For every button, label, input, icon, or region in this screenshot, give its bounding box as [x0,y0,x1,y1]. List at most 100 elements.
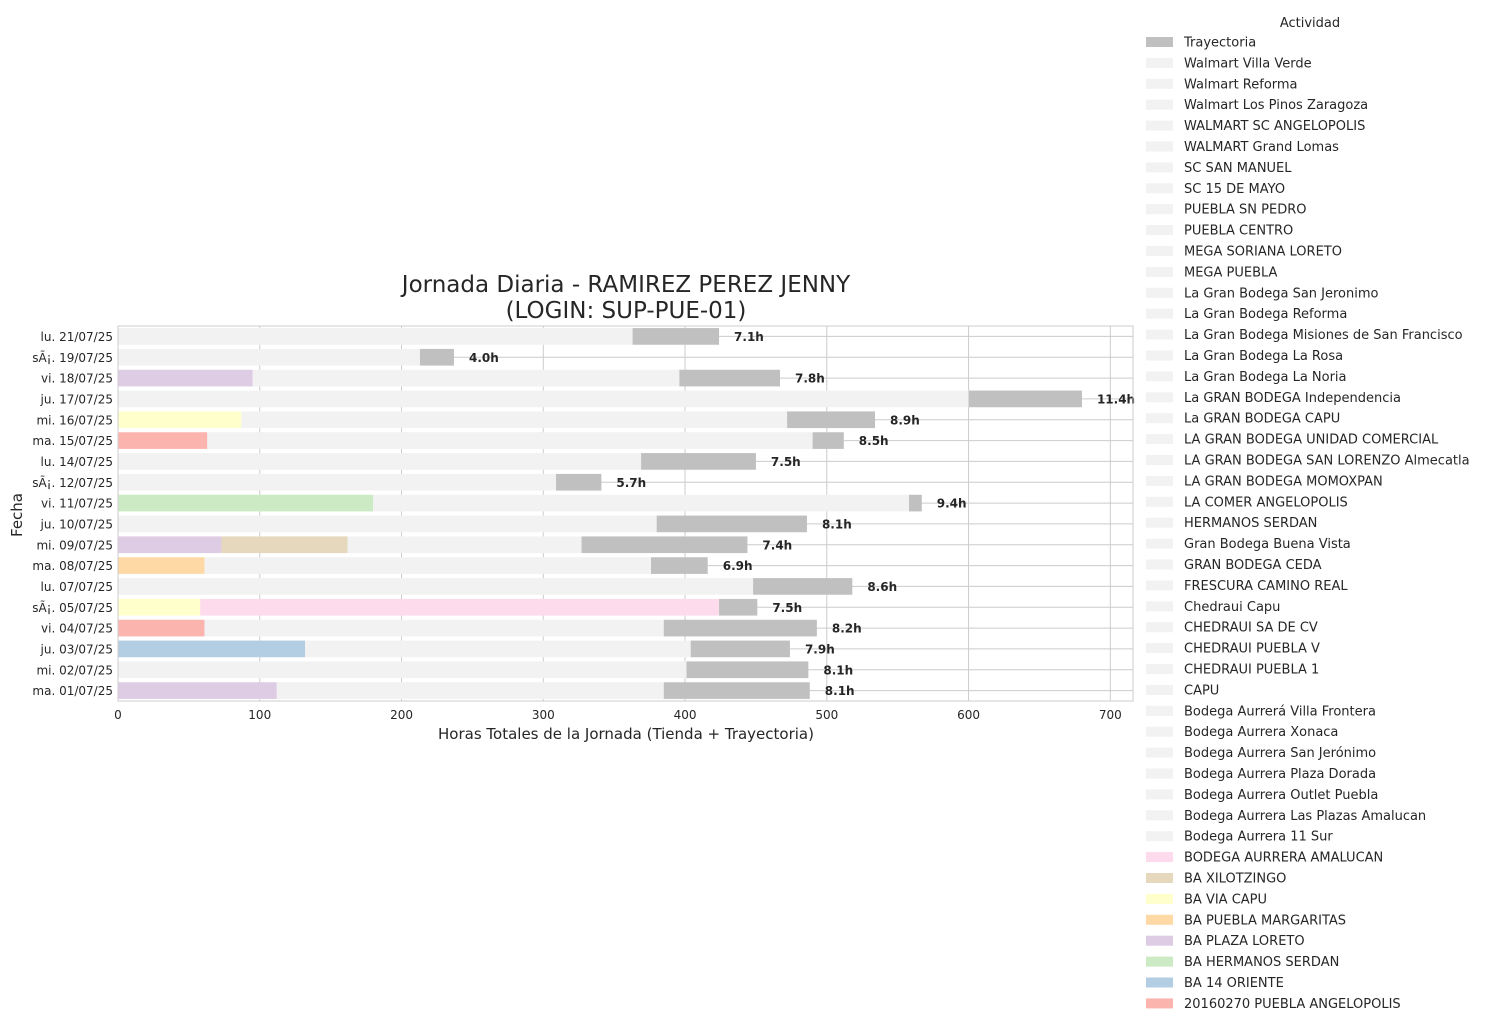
bar-segment [419,348,454,366]
bar-segment [118,328,633,345]
legend-entry: WALMART Grand Lomas [1184,140,1339,155]
y-tick-label: lu. 07/07/25 [41,580,113,594]
y-tick-label: mi. 09/07/25 [36,538,113,552]
bar-total-label: 7.9h [805,642,835,656]
y-tick-label: ju. 10/07/25 [40,517,113,531]
bar-segment [221,536,348,554]
legend-entry: BA 14 ORIENTE [1184,976,1284,991]
bar-segment [812,432,844,449]
y-tick-label: sÃ¡. 12/07/25 [32,475,113,490]
legend-swatch [1146,873,1173,883]
bar-total-label: 7.5h [772,601,802,615]
x-tick-labels: 0 100 200 300 400 500 600 700 [114,708,1122,722]
legend-swatch [1146,580,1173,591]
legend-entry: PUEBLA CENTRO [1184,224,1293,239]
y-tick-label: ma. 01/07/25 [32,684,113,698]
x-tick-label: 200 [390,708,413,722]
bar-total-label: 6.9h [723,559,753,573]
y-tick-label: ju. 17/07/25 [40,392,113,406]
legend-entry: Bodega Aurrera Xonaca [1184,725,1338,740]
legend-swatch [1146,956,1173,967]
legend-swatch [1146,998,1173,1009]
bar-segment [204,619,664,637]
legend-swatch [1146,37,1173,47]
bar-segment [347,536,582,554]
legend-swatch [1146,496,1173,507]
legend-swatch [1146,266,1173,277]
legend-swatch [1146,664,1173,674]
bar-segment [118,598,201,616]
legend-entry: FRESCURA CAMINO REAL [1184,579,1348,594]
legend-entry: BODEGA AURRERA AMALUCAN [1184,851,1383,866]
bar-segment [581,536,748,554]
legend-entry: PUEBLA SN PEDRO [1184,203,1307,218]
legend-swatch [1146,120,1173,131]
bar-total-label: 8.1h [823,663,853,677]
legend-swatch [1146,183,1173,194]
bar-segment [118,494,374,512]
bars [118,328,1082,699]
bar-segment [651,557,708,574]
legend-entry: La Gran Bodega San Jeronimo [1184,286,1379,301]
legend-swatch [1146,643,1173,654]
legend-entry: Walmart Los Pinos Zaragoza [1184,98,1368,113]
legend-swatch [1146,517,1173,528]
x-tick-label: 500 [815,708,838,722]
bar-total-label: 7.4h [762,538,792,552]
legend-swatch [1146,684,1173,695]
x-tick-label: 400 [674,708,697,722]
bar-segment [241,411,788,429]
bar-segment [118,619,205,637]
bar-segment [118,578,754,595]
legend-swatch [1146,287,1173,298]
bar-segment [118,515,657,533]
y-tick-label: mi. 02/07/25 [36,663,113,677]
bar-total-label: 7.1h [734,330,764,344]
x-tick-label: 600 [957,708,980,722]
legend-entry: Chedraui Capu [1184,600,1280,615]
legend-entry: CAPU [1184,683,1219,698]
y-tick-label: ma. 08/07/25 [32,559,113,573]
legend-swatch [1146,914,1173,925]
bar-segment [663,682,810,699]
legend-entry: BA PLAZA LORETO [1184,934,1305,949]
legend-swatch [1146,475,1173,486]
legend-entry: Bodega Aurrera Las Plazas Amalucan [1184,809,1426,824]
x-tick-label: 100 [248,708,271,722]
bar-segment [632,328,720,345]
bar-segment [118,661,687,679]
bar-total-label: 8.6h [867,580,897,594]
legend-swatch [1146,78,1173,89]
legend-swatch [1146,726,1173,737]
bar-total-label: 5.7h [616,476,646,490]
legend-swatch [1146,705,1173,716]
bar-total-label: 8.5h [859,434,889,448]
legend-entry: LA GRAN BODEGA UNIDAD COMERCIAL [1184,433,1439,448]
legend-entry: CHEDRAUI PUEBLA V [1184,642,1320,657]
legend-swatch [1146,977,1173,988]
legend-entry: 20160270 PUEBLA ANGELOPOLIS [1184,997,1401,1012]
y-tick-label: lu. 21/07/25 [41,330,113,344]
legend-entry: La Gran Bodega La Rosa [1184,349,1343,364]
bar-total-label: 7.5h [771,455,801,469]
bar-segment [118,682,277,699]
legend-swatch [1146,141,1173,152]
legend-swatch [1146,810,1173,821]
legend-entry: La GRAN BODEGA Independencia [1184,391,1401,406]
x-tick-label: 0 [114,708,122,722]
bar-segment [663,619,817,637]
legend-entry: Bodega Aurrerá Villa Frontera [1184,704,1376,719]
x-tick-label: 300 [532,708,555,722]
legend-entry: SC 15 DE MAYO [1184,182,1285,197]
legend-swatch [1146,329,1173,340]
y-tick-label: ju. 03/07/25 [40,642,113,656]
y-axis-label: Fecha [8,493,26,537]
legend-swatch [1146,601,1173,612]
legend-swatch [1146,852,1173,863]
bar-segment [118,432,208,449]
bar-total-label: 8.9h [890,413,920,427]
legend-entry: La Gran Bodega Reforma [1184,307,1347,322]
legend-entry: CHEDRAUI SA DE CV [1184,621,1318,636]
bar-total-label: 8.2h [832,622,862,636]
bar-segment [118,390,969,408]
